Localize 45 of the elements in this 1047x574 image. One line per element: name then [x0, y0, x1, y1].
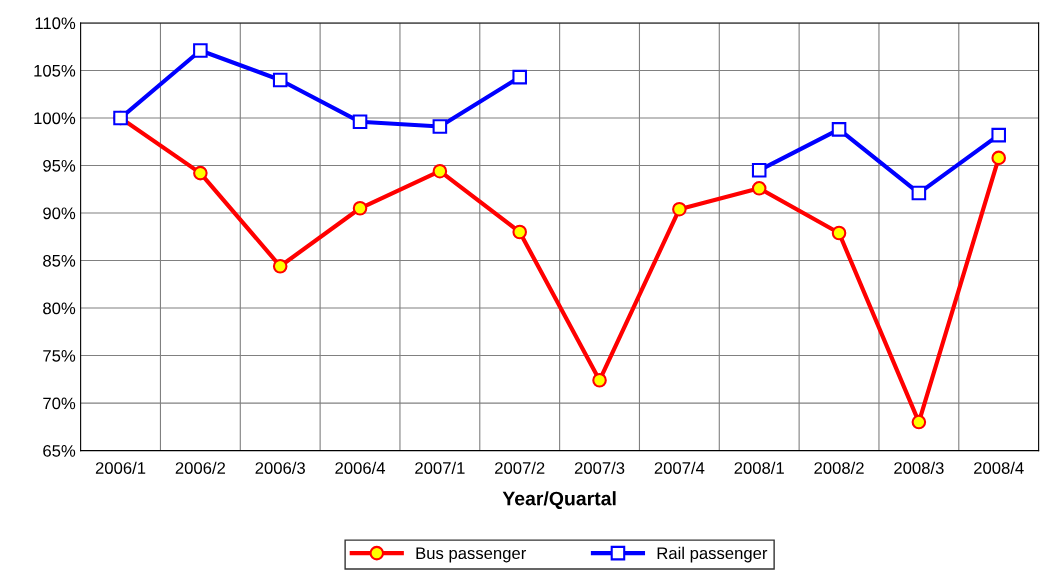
point [991, 127, 1006, 143]
y-tick-label: 90% [43, 207, 76, 220]
point [272, 72, 288, 88]
point [592, 372, 607, 388]
point [831, 225, 847, 241]
y-tick-label: 80% [43, 302, 76, 315]
point [352, 114, 368, 130]
point [352, 200, 368, 216]
point [911, 185, 927, 201]
x-tick-label: 2006/2 [175, 461, 226, 474]
point [432, 163, 448, 179]
y-tick-label: 105% [34, 64, 76, 77]
y-tick-label: 95% [43, 159, 76, 172]
y-tick-label: 75% [43, 350, 76, 362]
point [911, 414, 927, 430]
x-tick-label: 2006/1 [95, 461, 146, 474]
y-tick-label: 110% [35, 17, 76, 30]
point [193, 43, 208, 58]
y-tick-label: 85% [43, 254, 76, 267]
point [991, 150, 1006, 166]
x-tick-label: 2007/3 [574, 461, 625, 474]
y-tick-label: 70% [43, 397, 76, 410]
point [272, 258, 288, 274]
x-tick-label: 2008/4 [974, 461, 1024, 474]
point [672, 201, 687, 217]
point [512, 224, 527, 240]
x-tick-label: 2007/1 [415, 461, 465, 474]
y-tick-label: 100% [34, 112, 76, 125]
legend-label: Bus passenger [416, 547, 527, 563]
point [512, 69, 527, 85]
point [751, 162, 767, 178]
x-tick-label: 2006/4 [335, 461, 386, 474]
x-tick-label: 2008/2 [814, 461, 864, 474]
y-tick-label: 65% [43, 444, 76, 457]
point [751, 181, 767, 196]
x-tick-label: 2006/3 [255, 461, 305, 474]
x-tick-label: 2008/1 [734, 461, 784, 474]
x-axis-title: Year/Quartal [502, 491, 616, 510]
point [193, 165, 208, 181]
x-tick-label: 2008/3 [894, 461, 944, 474]
point [831, 122, 847, 137]
legend-label: Rail passenger [657, 546, 768, 563]
point [432, 119, 448, 134]
x-tick-label: 2007/4 [654, 461, 705, 474]
x-tick-label: 2007/2 [495, 461, 545, 474]
